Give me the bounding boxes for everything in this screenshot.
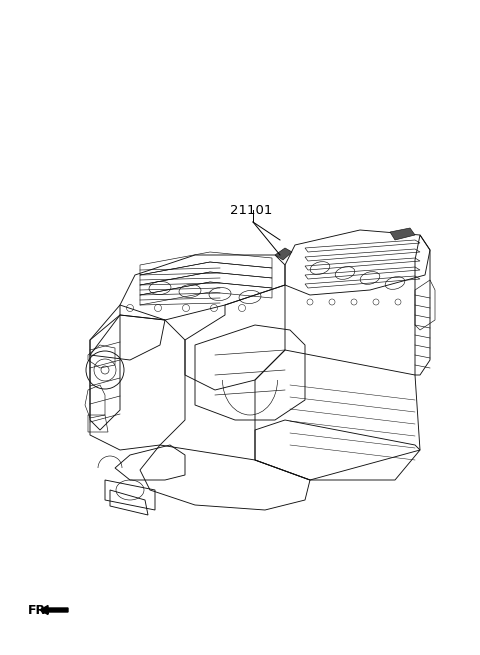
Polygon shape <box>275 248 292 260</box>
Polygon shape <box>390 228 415 240</box>
Text: FR.: FR. <box>28 603 51 616</box>
Text: 21101: 21101 <box>230 204 272 217</box>
FancyArrow shape <box>40 605 68 614</box>
